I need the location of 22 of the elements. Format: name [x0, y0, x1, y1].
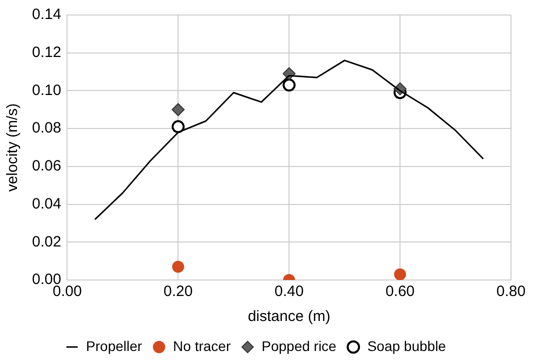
y-tick-label: 0.10 — [32, 82, 62, 99]
legend-label: Popped rice — [262, 338, 337, 354]
y-tick-label: 0.12 — [32, 44, 62, 61]
point — [172, 260, 184, 273]
y-tick-label: 0.08 — [32, 120, 62, 137]
x-tick-label: 0.60 — [385, 283, 415, 300]
point — [172, 103, 185, 116]
legend-label: No tracer — [173, 338, 231, 354]
x-tick-label: 0.40 — [274, 283, 304, 300]
x-tick-label: 0.20 — [164, 283, 193, 300]
y-axis-title: velocity (m/s) — [4, 103, 22, 192]
point — [282, 78, 296, 92]
y-tick-label: 0.14 — [32, 6, 62, 24]
x-axis-title: distance (m) — [248, 308, 330, 326]
y-tick-label: 0.02 — [32, 233, 62, 250]
y-tick-label: 0.04 — [32, 195, 62, 212]
legend-label: Propeller — [86, 338, 142, 354]
point — [394, 268, 406, 280]
point — [172, 120, 185, 134]
x-tick-label: 0.80 — [496, 283, 526, 300]
legend-label: Soap bubble — [367, 338, 446, 354]
y-tick-label: 0.06 — [32, 158, 62, 175]
